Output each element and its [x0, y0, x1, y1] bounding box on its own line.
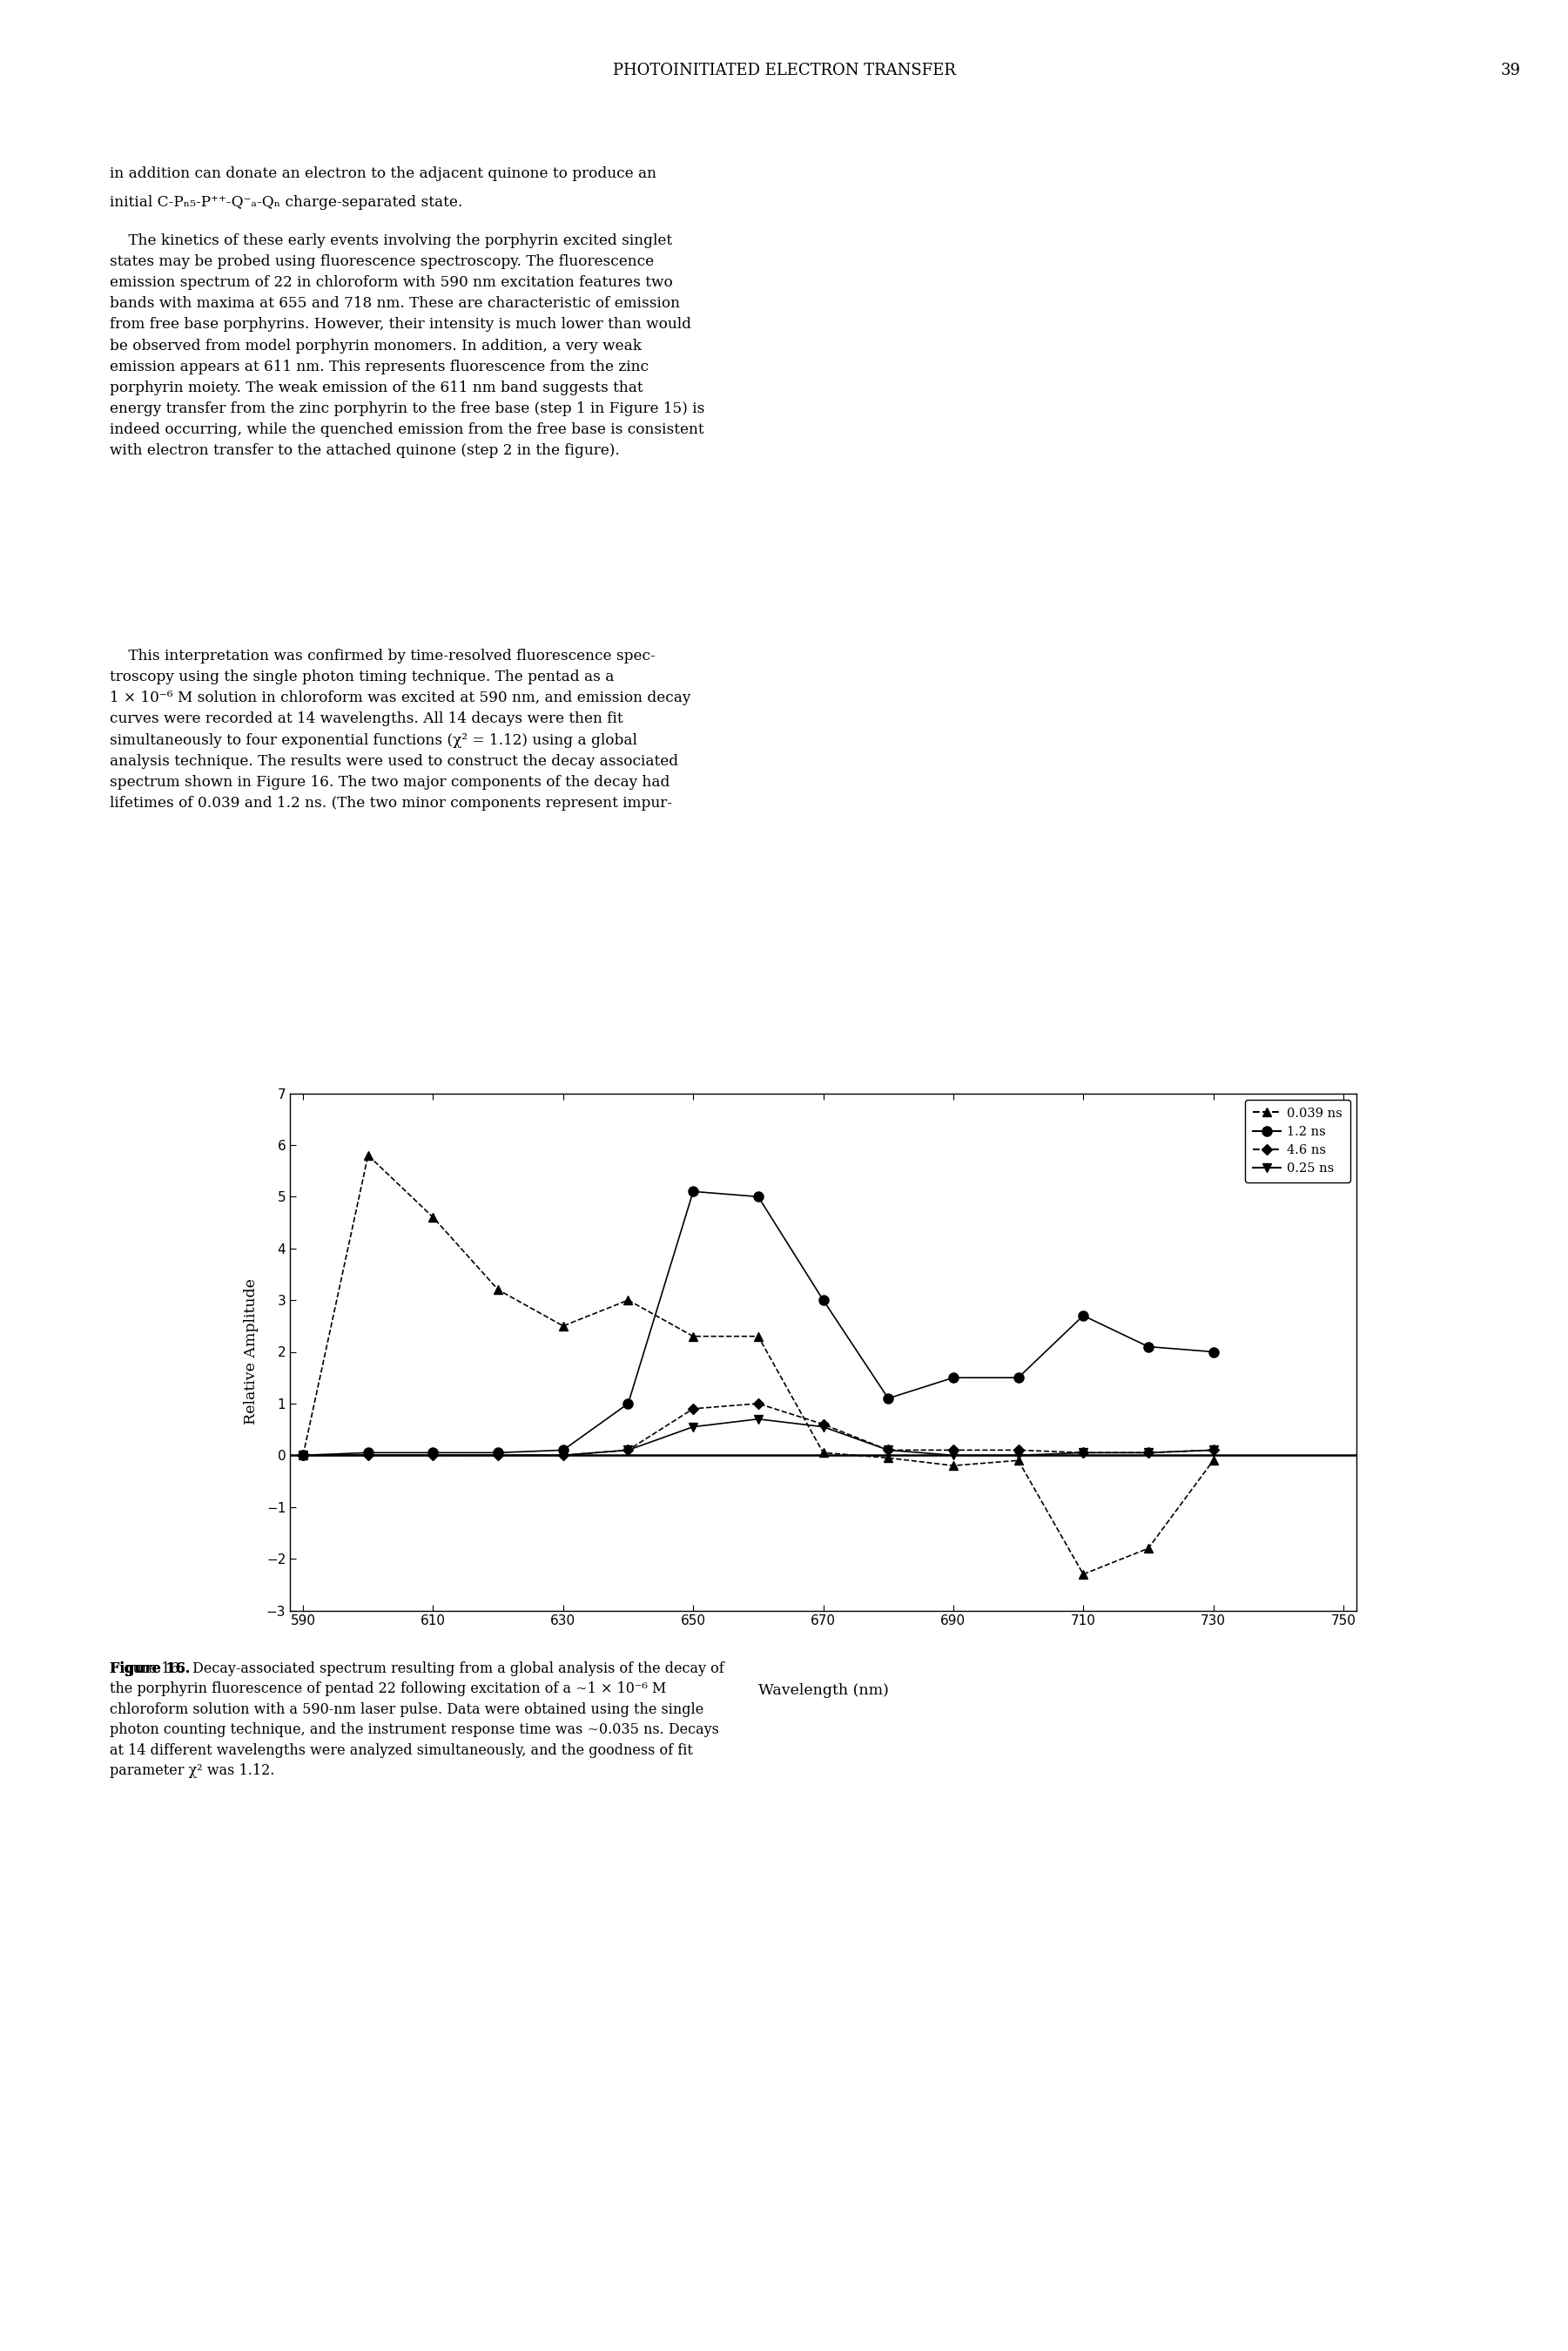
Text: 39: 39 — [1501, 63, 1521, 78]
Text: Figure 16.  Decay-associated spectrum resulting from a global analysis of the de: Figure 16. Decay-associated spectrum res… — [110, 1662, 724, 1777]
Legend: 0.039 ns, 1.2 ns, 4.6 ns, 0.25 ns: 0.039 ns, 1.2 ns, 4.6 ns, 0.25 ns — [1245, 1100, 1350, 1183]
Text: Figure 16.: Figure 16. — [110, 1662, 190, 1676]
Text: The kinetics of these early events involving the porphyrin excited singlet
state: The kinetics of these early events invol… — [110, 233, 704, 458]
Text: This interpretation was confirmed by time-resolved fluorescence spec-
troscopy u: This interpretation was confirmed by tim… — [110, 649, 691, 811]
Text: initial C-Pₙ₅-P⁺⁺-Q⁻ₐ-Qₙ charge-separated state.: initial C-Pₙ₅-P⁺⁺-Q⁻ₐ-Qₙ charge-separate… — [110, 195, 463, 209]
Text: Figure 16.: Figure 16. — [110, 1662, 190, 1676]
Text: Figure 16.  Decay-associated spectrum resulting from a global analysis of the de: Figure 16. Decay-associated spectrum res… — [110, 1662, 724, 1777]
Y-axis label: Relative Amplitude: Relative Amplitude — [245, 1279, 259, 1425]
Text: PHOTOINITIATED ELECTRON TRANSFER: PHOTOINITIATED ELECTRON TRANSFER — [613, 63, 955, 78]
Text: Wavelength (nm): Wavelength (nm) — [757, 1683, 889, 1697]
Text: in addition can donate an electron to the adjacent quinone to produce an: in addition can donate an electron to th… — [110, 167, 657, 181]
